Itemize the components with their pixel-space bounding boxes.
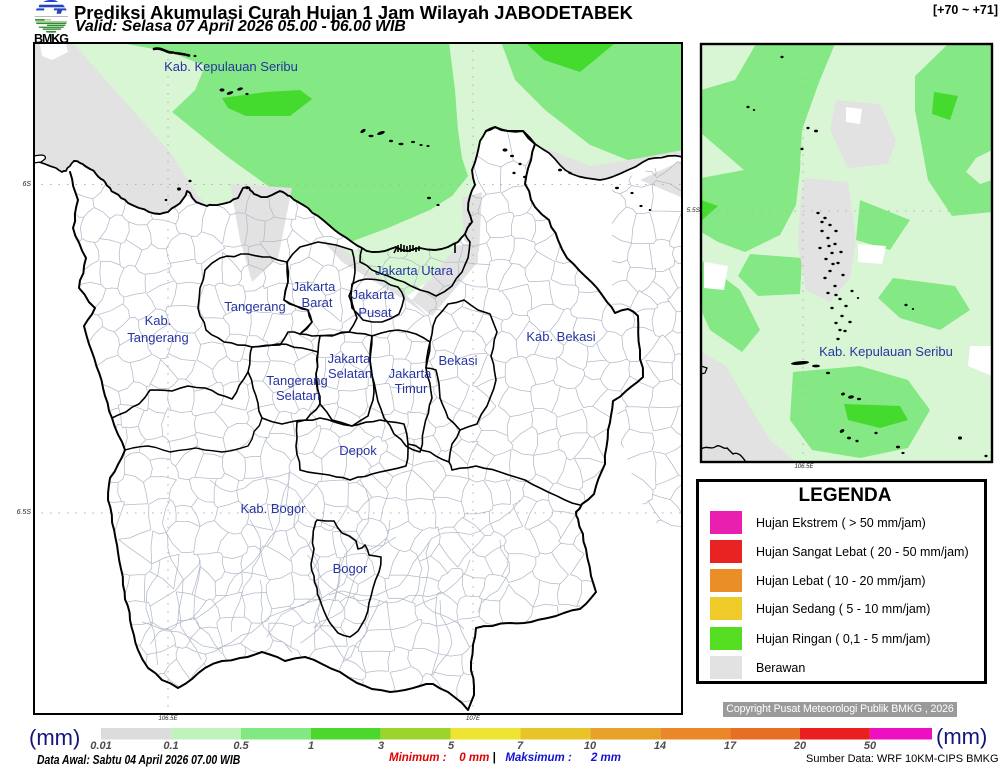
svg-text:BMKG: BMKG bbox=[34, 32, 69, 46]
